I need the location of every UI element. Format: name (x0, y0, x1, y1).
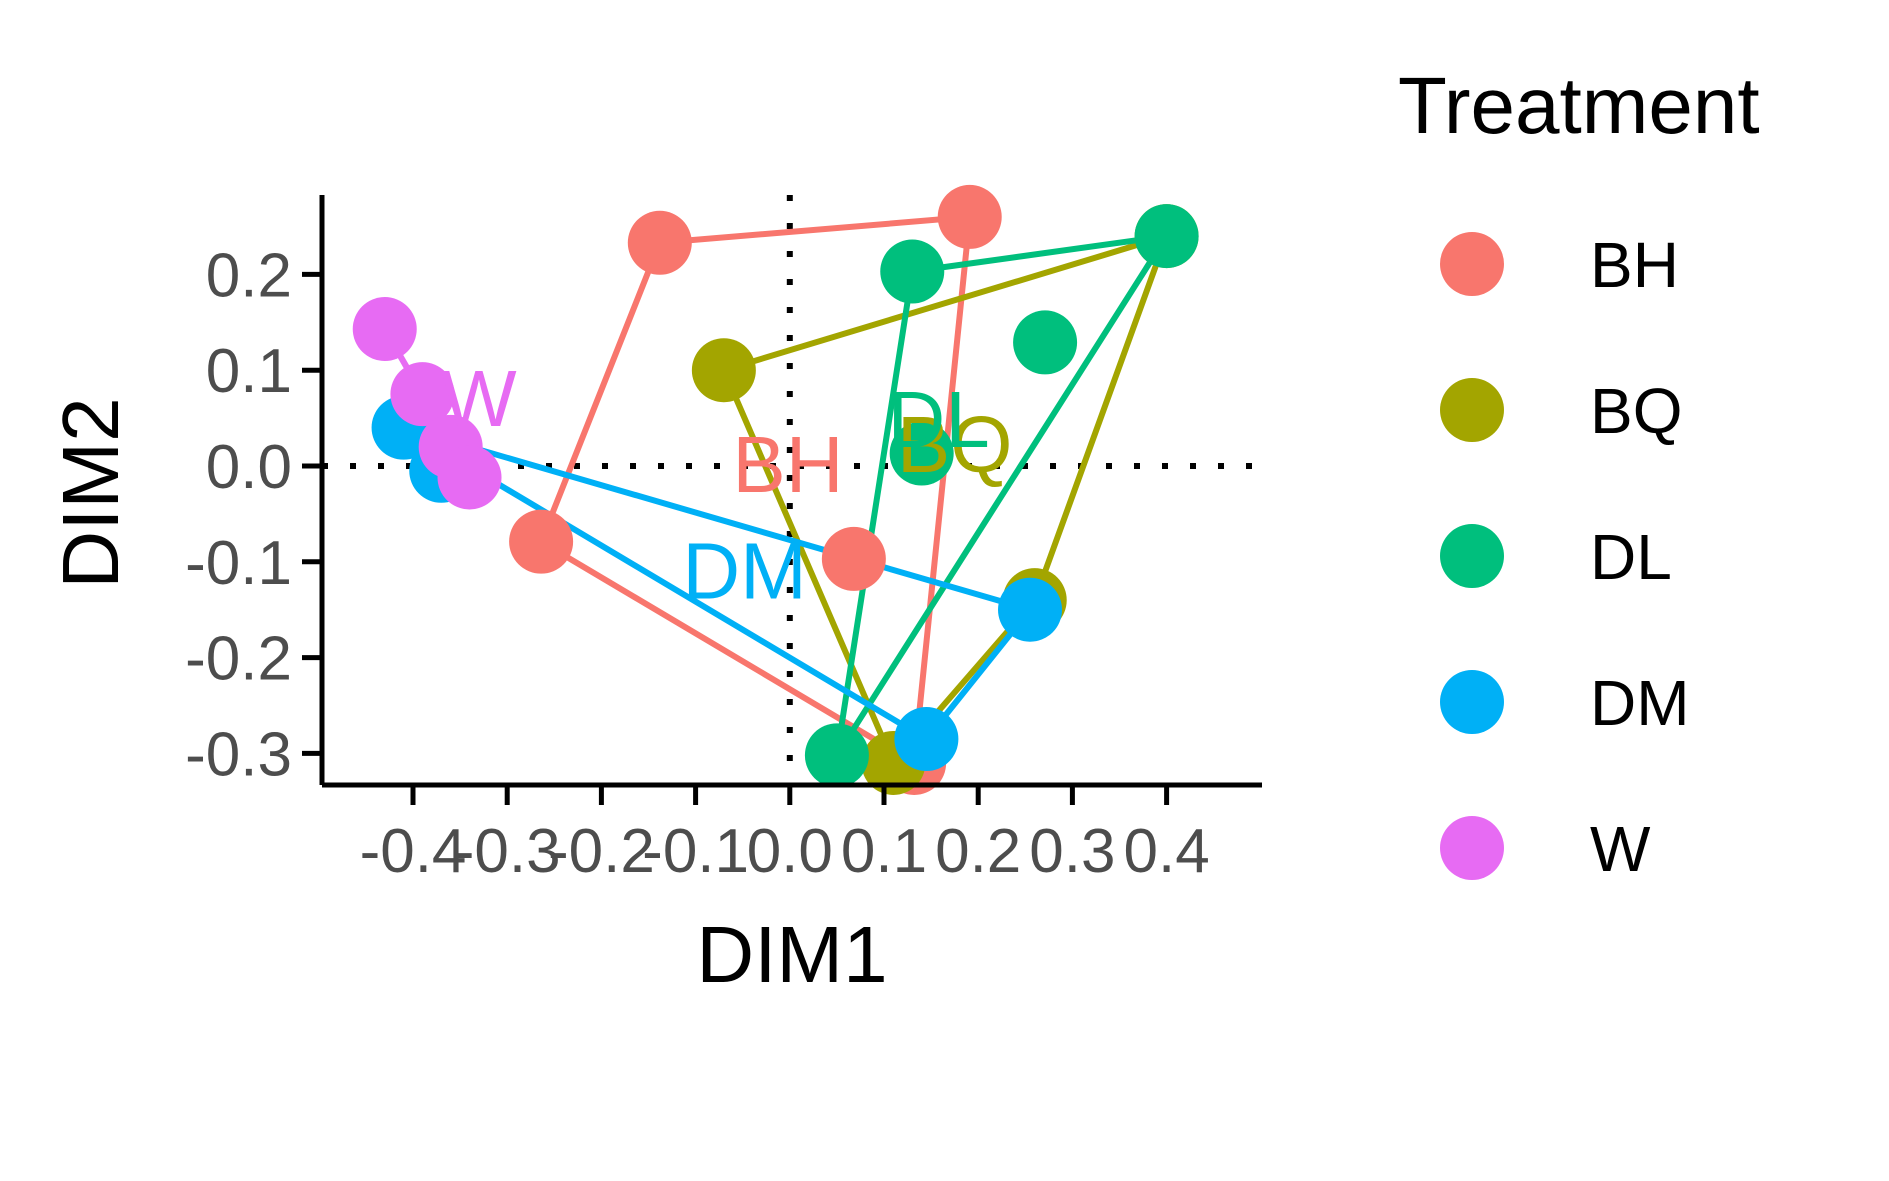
y-tick-label: 0.1 (206, 337, 292, 406)
legend-key-dl (1440, 524, 1504, 588)
legend-key-bq (1440, 378, 1504, 442)
axes: -0.4-0.3-0.2-0.10.0 0.1 0.2 0.3 0.4 0.20.10.… (46, 195, 1262, 999)
x-tick-label: -0.4 (360, 817, 467, 886)
x-tick-label: 0.2 (935, 817, 1021, 886)
point-bh (821, 526, 886, 591)
point-dm (894, 707, 959, 772)
legend: Treatment BH BQ DL DM W (1398, 61, 1760, 885)
legend-label-bq: BQ (1590, 375, 1682, 447)
y-tick-label: 0.2 (206, 241, 292, 310)
point-bh (937, 184, 1002, 249)
point-dm (998, 577, 1063, 642)
legend-label-bh: BH (1590, 229, 1679, 301)
group-label-w: W (441, 354, 517, 443)
point-w (390, 362, 455, 427)
point-bh (509, 509, 574, 574)
legend-key-bh (1440, 232, 1504, 296)
y-tick-label: -0.2 (185, 625, 292, 694)
legend-key-dm (1440, 670, 1504, 734)
point-bh (627, 210, 692, 275)
y-tick-label: -0.1 (185, 529, 292, 598)
group-label-dm: DM (682, 526, 806, 615)
legend-title: Treatment (1398, 61, 1760, 150)
point-w (437, 445, 502, 510)
y-tick-label: -0.3 (185, 720, 292, 789)
hull-dm (402, 424, 1036, 743)
x-tick-label: -0.1 (642, 817, 749, 886)
point-dl (889, 421, 954, 486)
x-tick-label: 0.0 (747, 817, 833, 886)
x-tick-label: 0.3 (1029, 817, 1115, 886)
x-tick-label: 0.1 (841, 817, 927, 886)
x-tick-label: -0.2 (548, 817, 655, 886)
x-axis-ticks: -0.4-0.3-0.2-0.10.0 0.1 0.2 0.3 0.4 (360, 785, 1210, 886)
legend-entry-bh: BH (1440, 229, 1679, 301)
data-points (352, 184, 1199, 795)
group-label-bq: BQ (897, 400, 1013, 489)
group-label-dl: DL (888, 375, 990, 464)
point-dl (1013, 310, 1078, 375)
legend-entry-w: W (1440, 813, 1651, 885)
x-axis-title: DIM1 (696, 910, 887, 999)
legend-entry-dl: DL (1440, 521, 1672, 593)
point-dl (1134, 204, 1199, 269)
legend-label-dl: DL (1590, 521, 1672, 593)
legend-key-w (1440, 816, 1504, 880)
y-axis-ticks: 0.2 0.1 0.0 -0.1 -0.2 -0.3 (185, 241, 322, 789)
group-label-bh: BH (732, 420, 843, 509)
legend-entry-dm: DM (1440, 667, 1690, 739)
point-dl (880, 239, 945, 304)
point-dl (804, 723, 869, 788)
legend-label-dm: DM (1590, 667, 1690, 739)
x-tick-label: -0.3 (454, 817, 561, 886)
hull-dl (833, 232, 1173, 757)
y-axis-title: DIM2 (46, 397, 135, 588)
x-tick-label: 0.4 (1123, 817, 1209, 886)
y-tick-label: 0.0 (206, 433, 292, 502)
legend-entries: BH BQ DL DM W (1440, 229, 1690, 885)
point-bq (691, 338, 756, 403)
point-w (352, 297, 417, 362)
legend-label-w: W (1590, 813, 1651, 885)
legend-entry-bq: BQ (1440, 375, 1682, 447)
